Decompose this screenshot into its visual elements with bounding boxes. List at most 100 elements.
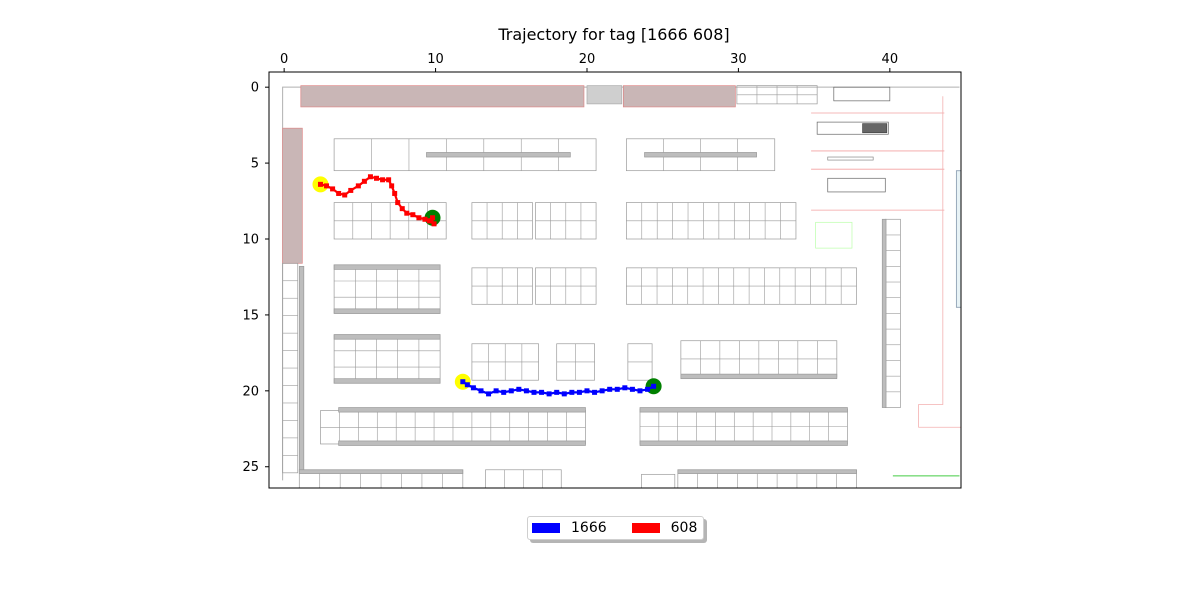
pflanzen-box [815, 221, 853, 249]
floor-plan-background [282, 85, 962, 489]
shelf-row3-a-top [333, 264, 441, 270]
left-band [282, 127, 303, 264]
top-band-right [622, 85, 736, 108]
shelf-row4-c [556, 343, 595, 381]
shelf-row4-e [680, 340, 838, 378]
point-1666-11 [539, 389, 545, 395]
legend-swatch-608 [631, 523, 660, 533]
point-608-10 [380, 177, 386, 183]
point-608-21 [431, 221, 437, 227]
shelf-row2-b [471, 202, 533, 240]
point-1666-10 [531, 389, 537, 395]
legend: 1666 608 [527, 516, 704, 540]
point-608-3 [336, 190, 342, 196]
cart-2-fill [862, 123, 888, 134]
point-1666-23 [629, 386, 635, 392]
point-608-0 [317, 181, 323, 187]
point-608-14 [395, 200, 401, 206]
left-column-shelf [282, 262, 299, 474]
shelf-row5-a-bottom [338, 440, 586, 446]
point-608-13 [392, 190, 398, 196]
y-tick-label-20: 20 [242, 384, 259, 399]
cart-3 [827, 177, 886, 193]
point-608-23 [430, 215, 436, 221]
point-1666-21 [614, 386, 620, 392]
x-tick-label-20: 20 [579, 52, 596, 67]
shelf-row1-right-band [644, 152, 757, 158]
point-608-2 [330, 186, 336, 192]
y-tick-label-0: 0 [251, 81, 259, 96]
point-1666-17 [584, 388, 590, 394]
shelf-bottom-b [485, 469, 562, 489]
point-1666-20 [607, 386, 613, 392]
point-608-7 [361, 178, 367, 184]
point-1666-9 [523, 388, 529, 394]
shelf-row3-b [471, 267, 533, 305]
point-1666-12 [546, 391, 552, 397]
top-band-left [300, 85, 585, 108]
shelf-row4-b [471, 343, 539, 381]
series-1666 [454, 373, 662, 397]
point-1666-14 [561, 391, 567, 397]
x-tick-label-10: 10 [427, 52, 444, 67]
point-1666-18 [592, 389, 598, 395]
point-608-5 [348, 187, 354, 193]
shelf-row5-a-top [338, 407, 586, 413]
point-1666-5 [493, 388, 499, 394]
chart-title: Trajectory for tag [1666 608] [497, 25, 729, 44]
legend-entry-1666: 1666 [532, 520, 607, 536]
wall-outline [282, 86, 960, 481]
point-1666-0 [460, 379, 466, 385]
shelf-right-vertical [884, 218, 901, 408]
plot-frame [268, 71, 962, 489]
top-shelf-right [736, 85, 818, 105]
point-1666-7 [508, 388, 514, 394]
y-tick-label-25: 25 [242, 460, 259, 475]
shelf-row5-b-top [639, 407, 848, 413]
trajectory-layer [312, 174, 662, 397]
point-1666-22 [622, 385, 628, 391]
point-1666-8 [516, 386, 522, 392]
point-608-18 [416, 215, 422, 221]
point-608-6 [355, 183, 361, 189]
point-608-1 [324, 183, 330, 189]
axes-ticks: 0 10 20 30 40 0 5 10 15 20 25 [242, 52, 898, 475]
point-608-4 [342, 192, 348, 198]
shelf-row5-a [320, 410, 586, 445]
point-1666-19 [599, 388, 605, 394]
point-1666-1 [464, 382, 470, 388]
point-1666-26 [651, 383, 657, 389]
right-door [955, 170, 962, 308]
shelf-row4-e-band [680, 373, 838, 380]
shelf-row3-a [333, 264, 441, 314]
point-608-22 [428, 218, 434, 224]
legend-entry-608: 608 [631, 520, 698, 536]
shelf-row5-b-bottom [639, 440, 848, 446]
legend-label-608: 608 [670, 520, 698, 536]
point-608-8 [367, 174, 373, 180]
shelf-row4-a [333, 334, 441, 384]
shelf-row4-a-bottom [333, 378, 441, 384]
shelf-row3-d [626, 267, 857, 305]
point-1666-16 [576, 389, 582, 395]
point-608-16 [404, 210, 410, 216]
legend-label-1666: 1666 [571, 520, 607, 536]
cart-1 [833, 86, 891, 102]
shelf-bottom-c-band [677, 469, 857, 474]
cart-bar [827, 156, 874, 161]
shelf-row4-d [627, 343, 653, 381]
legend-swatch-1666 [532, 523, 560, 533]
shelf-row4-a-top [333, 334, 441, 340]
shelf-row2-d [626, 202, 797, 240]
y-tick-label-10: 10 [242, 233, 259, 248]
bottom-cabinet [641, 473, 676, 489]
shelf-row3-a-bottom [333, 308, 441, 314]
y-tick-label-5: 5 [251, 157, 259, 172]
guide-path [918, 96, 961, 428]
shelf-row5-b [639, 408, 848, 445]
shelf-right-vertical-rail [881, 218, 887, 408]
point-608-19 [422, 216, 428, 222]
series-608 [312, 174, 441, 227]
point-608-9 [374, 175, 380, 181]
point-1666-25 [645, 386, 651, 392]
